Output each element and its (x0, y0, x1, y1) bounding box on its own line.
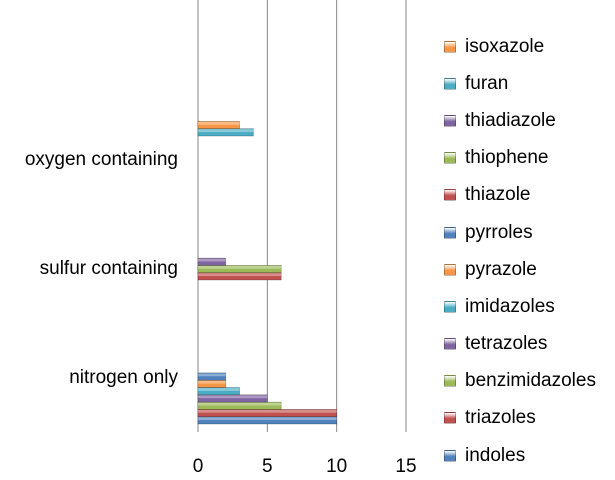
legend-label: isoxazole (465, 35, 545, 57)
legend-label: imidazoles (465, 295, 555, 317)
legend-swatch (444, 338, 456, 351)
tick-label: 5 (262, 456, 273, 477)
legend-item: pyrroles (444, 214, 596, 251)
legend-item: pyrazole (444, 251, 596, 288)
legend-swatch (444, 189, 456, 202)
legend-label: thiazole (465, 184, 531, 206)
legend-swatch (444, 114, 456, 127)
bar-thiazole-1 (197, 272, 282, 281)
legend-swatch (444, 152, 456, 165)
bar-benzimidazoles-0 (197, 401, 282, 410)
bar-highlight (198, 395, 268, 399)
bar-highlight (198, 129, 254, 133)
category-label: nitrogen only (69, 367, 178, 388)
category-label: sulfur containing (39, 258, 178, 279)
legend-swatch (444, 449, 456, 462)
bar-highlight (198, 266, 282, 269)
legend-label: thiadiazole (465, 109, 556, 131)
bar-pyrazole-0 (197, 379, 227, 388)
bar-thiophene-1 (197, 265, 282, 273)
bar-indoles-0 (197, 416, 337, 425)
bar-highlight (198, 388, 240, 391)
bar-highlight (198, 273, 282, 277)
bar-highlight (198, 373, 226, 377)
legend-label: tetrazoles (465, 333, 548, 355)
bar-highlight (198, 258, 226, 262)
legend-item: triazoles (444, 400, 596, 437)
legend-item: tetrazoles (444, 326, 596, 363)
legend-swatch (444, 300, 456, 313)
legend-label: thiophene (465, 147, 549, 169)
legend-item: thiophene (444, 140, 596, 177)
legend-item: benzimidazoles (444, 363, 596, 400)
legend-swatch (444, 375, 456, 388)
bar-highlight (198, 402, 282, 406)
legend-swatch (444, 412, 456, 425)
bar-thiadiazole-1 (197, 257, 227, 266)
legend-swatch (444, 226, 456, 239)
legend-swatch (444, 77, 456, 90)
bar-isoxazole-2 (197, 121, 240, 130)
category-label: oxygen containing (24, 149, 178, 170)
legend-swatch (444, 263, 456, 276)
legend-label: benzimidazoles (465, 370, 596, 392)
legend-label: triazoles (465, 407, 536, 429)
tick-label: 0 (192, 456, 204, 477)
legend-item: isoxazole (444, 28, 596, 65)
bar-highlight (198, 417, 337, 421)
legend-label: indoles (465, 444, 526, 466)
legend-item: imidazoles (444, 288, 596, 325)
legend: isoxazole furan thiadiazole thiophene thiazo… (444, 28, 596, 474)
legend-item: furan (444, 65, 596, 102)
legend-label: furan (465, 72, 509, 94)
legend-swatch (444, 40, 456, 53)
legend-label: pyrazole (465, 258, 537, 280)
tick-label: 10 (326, 456, 348, 477)
bar-highlight (198, 410, 337, 413)
legend-item: thiazole (444, 177, 596, 214)
legend-item: indoles (444, 437, 596, 474)
bar-highlight (198, 122, 240, 125)
tick-label: 15 (395, 456, 417, 477)
legend-label: pyrroles (465, 221, 533, 243)
bar-pyrroles-0 (197, 372, 227, 381)
bar-highlight (198, 380, 226, 384)
legend-item: thiadiazole (444, 102, 596, 139)
